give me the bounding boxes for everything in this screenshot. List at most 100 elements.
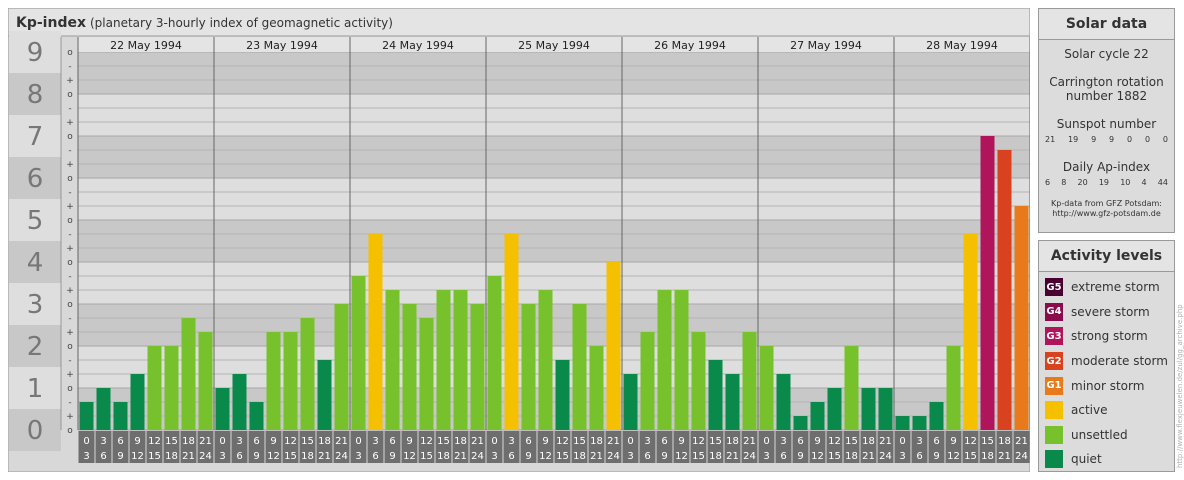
interval-end-label: 3 <box>355 451 361 462</box>
interval-start-label: 15 <box>981 436 994 447</box>
ap-value: 4 <box>1141 178 1147 187</box>
solar-cycle: Solar cycle 22 <box>1064 47 1149 61</box>
minor-tick-label: o <box>67 300 73 310</box>
kp-bar <box>725 374 740 430</box>
level-band <box>78 94 1030 136</box>
kp-bar <box>436 290 451 430</box>
interval-cell <box>316 431 333 463</box>
kp-bar <box>997 149 1012 430</box>
interval-start-label: 15 <box>709 436 722 447</box>
interval-start-label: 21 <box>199 436 212 447</box>
kp-bar <box>198 332 213 430</box>
level-label: strong storm <box>1071 329 1148 344</box>
kp-chart: Kp-index (planetary 3-hourly index of ge… <box>8 8 1030 472</box>
kp-bar <box>623 374 638 430</box>
minor-tick-label: - <box>68 398 71 408</box>
level-quiet: quiet <box>1039 447 1174 472</box>
minor-tick-label: - <box>68 104 71 114</box>
interval-cell <box>435 431 452 463</box>
level-label: moderate storm <box>1071 354 1168 369</box>
interval-end-label: 12 <box>811 451 824 462</box>
day-label: 25 May 1994 <box>518 39 590 52</box>
sunspot-numbers: 21 19 9 9 0 0 0 <box>1039 135 1174 144</box>
ap-value: 10 <box>1120 178 1131 187</box>
sunspot-value: 0 <box>1127 135 1133 144</box>
kp-bar <box>317 359 332 430</box>
kp-bar <box>657 290 672 430</box>
interval-start-label: 15 <box>573 436 586 447</box>
level-label: severe storm <box>1071 304 1150 319</box>
minor-tick-label: + <box>66 202 74 212</box>
level-g4: G4 severe storm <box>1039 300 1174 325</box>
day-label: 26 May 1994 <box>654 39 726 52</box>
interval-end-label: 12 <box>403 451 416 462</box>
interval-cell <box>554 431 571 463</box>
interval-cell <box>877 431 894 463</box>
level-band <box>78 346 1030 388</box>
interval-end-label: 18 <box>437 451 450 462</box>
kp-bar <box>827 388 842 430</box>
interval-cell <box>231 431 248 463</box>
interval-start-label: 15 <box>165 436 178 447</box>
kp-bar <box>691 332 706 430</box>
kp-bar <box>96 388 111 430</box>
interval-end-label: 15 <box>284 451 297 462</box>
interval-cell <box>724 431 741 463</box>
level-label: minor storm <box>1071 378 1145 393</box>
level-g1: G1 minor storm <box>1039 373 1174 398</box>
interval-end-label: 12 <box>131 451 144 462</box>
kp-bar <box>980 136 995 430</box>
minor-tick-label: o <box>67 174 73 184</box>
carrington-line-2: number 1882 <box>1065 89 1148 103</box>
y-label-band <box>9 31 61 73</box>
kp-bar <box>147 346 162 430</box>
interval-start-label: 21 <box>607 436 620 447</box>
interval-start-label: 15 <box>301 436 314 447</box>
minor-tick-label: - <box>68 356 71 366</box>
kp-bar <box>759 346 774 430</box>
day-header-strip <box>78 37 1030 52</box>
kp-bar <box>844 346 859 430</box>
interval-end-label: 12 <box>675 451 688 462</box>
interval-end-label: 21 <box>182 451 195 462</box>
interval-start-label: 6 <box>253 436 259 447</box>
y-label-band <box>9 325 61 367</box>
interval-end-label: 12 <box>267 451 280 462</box>
interval-end-label: 6 <box>780 451 786 462</box>
interval-cell <box>656 431 673 463</box>
interval-cell <box>792 431 809 463</box>
interval-cell <box>809 431 826 463</box>
interval-cell <box>707 431 724 463</box>
interval-cell <box>928 431 945 463</box>
minor-tick-label: o <box>67 216 73 226</box>
g3-swatch: G3 <box>1045 327 1063 346</box>
interval-cell <box>146 431 163 463</box>
sunspot-value: 9 <box>1109 135 1115 144</box>
sunspot-value: 0 <box>1162 135 1168 144</box>
interval-cell <box>384 431 401 463</box>
g1-swatch: G1 <box>1045 376 1063 395</box>
interval-end-label: 18 <box>981 451 994 462</box>
interval-end-label: 12 <box>539 451 552 462</box>
interval-cell <box>639 431 656 463</box>
interval-start-label: 3 <box>508 436 514 447</box>
interval-start-label: 12 <box>964 436 977 447</box>
kp-bar <box>572 304 587 430</box>
activity-legend: G5 extreme storm G4 severe storm G3 stro… <box>1039 272 1174 472</box>
interval-start-label: 9 <box>134 436 140 447</box>
interval-end-label: 15 <box>420 451 433 462</box>
interval-cell <box>673 431 690 463</box>
kp-bar <box>232 374 247 430</box>
interval-cell <box>197 431 214 463</box>
kp-bar <box>453 290 468 430</box>
solar-data-panel: Solar data Solar cycle 22 Carrington rot… <box>1038 8 1175 233</box>
interval-end-label: 24 <box>879 451 892 462</box>
credit-link[interactable]: http://www.gfz-potsdam.de <box>1052 209 1161 218</box>
interval-start-label: 18 <box>862 436 875 447</box>
minor-tick-label: + <box>66 370 74 380</box>
y-label-band <box>9 73 61 115</box>
interval-cell <box>333 431 350 463</box>
interval-end-label: 21 <box>862 451 875 462</box>
interval-start-label: 18 <box>590 436 603 447</box>
interval-end-label: 24 <box>607 451 620 462</box>
